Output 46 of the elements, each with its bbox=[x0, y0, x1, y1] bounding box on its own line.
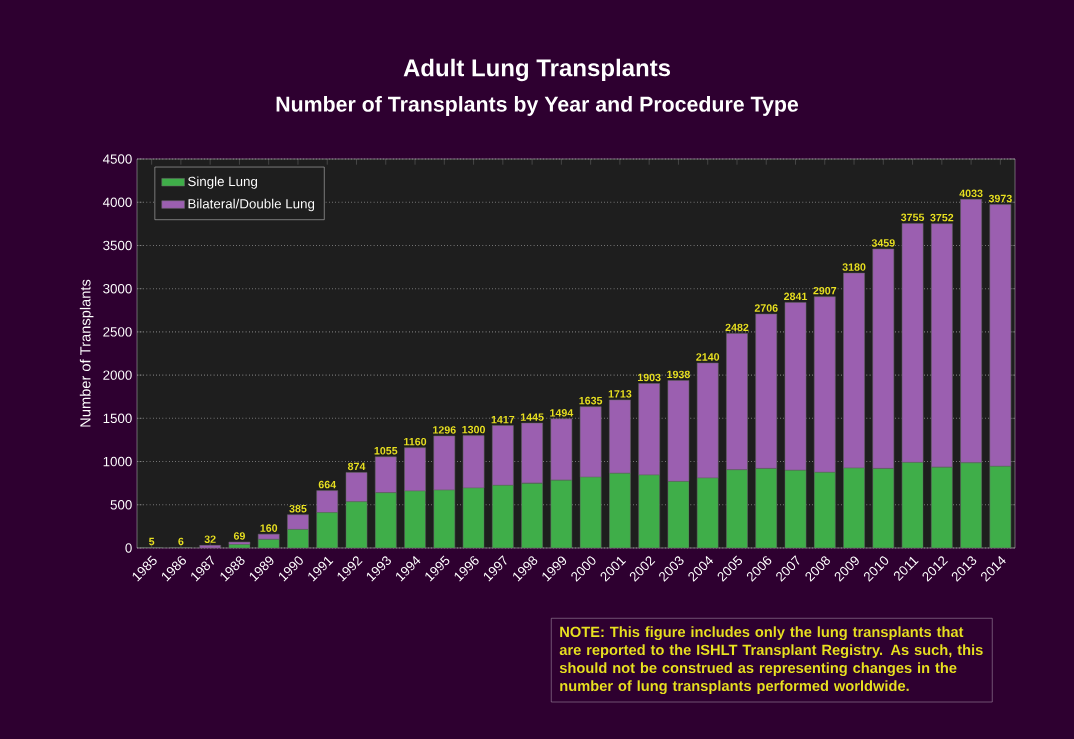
total-label: 4033 bbox=[959, 189, 983, 198]
chart-title: Adult Lung Transplants bbox=[403, 58, 671, 82]
y-tick-label: 4500 bbox=[102, 154, 132, 164]
total-label: 2140 bbox=[696, 353, 720, 361]
total-label: 874 bbox=[347, 462, 366, 471]
total-label: 664 bbox=[318, 480, 337, 489]
total-label: 1296 bbox=[433, 426, 456, 434]
y-tick-label: 500 bbox=[110, 500, 132, 510]
text: NOTE: This figure includes only the lung transplants that are reported to the ISHLT Transplant Registry. As such, this should not be construed as representing changes in the number of lung transplants performed worldwide. bbox=[559, 626, 983, 695]
y-tick-label: 1500 bbox=[103, 413, 132, 424]
total-label: 2841 bbox=[784, 292, 808, 301]
total-label: 2706 bbox=[754, 304, 778, 312]
total-label: 6 bbox=[178, 537, 184, 546]
total-label: 3755 bbox=[900, 213, 925, 222]
chart-subtitle: Number of Transplants by Year and Procedure Type bbox=[276, 96, 799, 116]
y-tick-label: 3500 bbox=[103, 240, 132, 251]
total-label: 2907 bbox=[813, 286, 837, 295]
total-label: 1055 bbox=[374, 446, 398, 455]
y-tick-label: 2500 bbox=[103, 327, 132, 337]
y-axis-title: Number of Transplants bbox=[79, 279, 94, 427]
total-label: 1903 bbox=[637, 373, 661, 382]
total-label: 1417 bbox=[491, 415, 515, 424]
total-label: 2482 bbox=[725, 323, 749, 332]
legend-label: Bilateral/Double Lung bbox=[188, 198, 315, 212]
total-label: 3752 bbox=[930, 213, 954, 222]
total-label: 1713 bbox=[608, 390, 632, 398]
total-label: 3459 bbox=[871, 239, 895, 247]
y-tick-label: 2000 bbox=[103, 370, 132, 380]
total-label: 69 bbox=[233, 532, 245, 540]
total-label: 3973 bbox=[988, 194, 1012, 203]
y-tick-label: 1000 bbox=[103, 456, 132, 467]
total-label: 1494 bbox=[550, 409, 574, 417]
total-label: 1635 bbox=[579, 396, 603, 405]
total-label: 1160 bbox=[404, 437, 427, 446]
y-tick-label: 3000 bbox=[103, 283, 132, 294]
total-label: 1300 bbox=[462, 425, 485, 434]
total-label: 32 bbox=[204, 535, 216, 543]
y-tick-label: 4000 bbox=[102, 197, 132, 207]
total-label: 5 bbox=[149, 537, 155, 546]
total-label: 3180 bbox=[842, 263, 866, 271]
total-label: 1445 bbox=[520, 413, 544, 421]
y-tick-label: 0 bbox=[125, 543, 132, 553]
total-label: 1938 bbox=[667, 370, 690, 379]
legend-label: Single Lung bbox=[188, 176, 258, 189]
total-label: 160 bbox=[260, 524, 278, 532]
total-label: 385 bbox=[289, 504, 307, 513]
